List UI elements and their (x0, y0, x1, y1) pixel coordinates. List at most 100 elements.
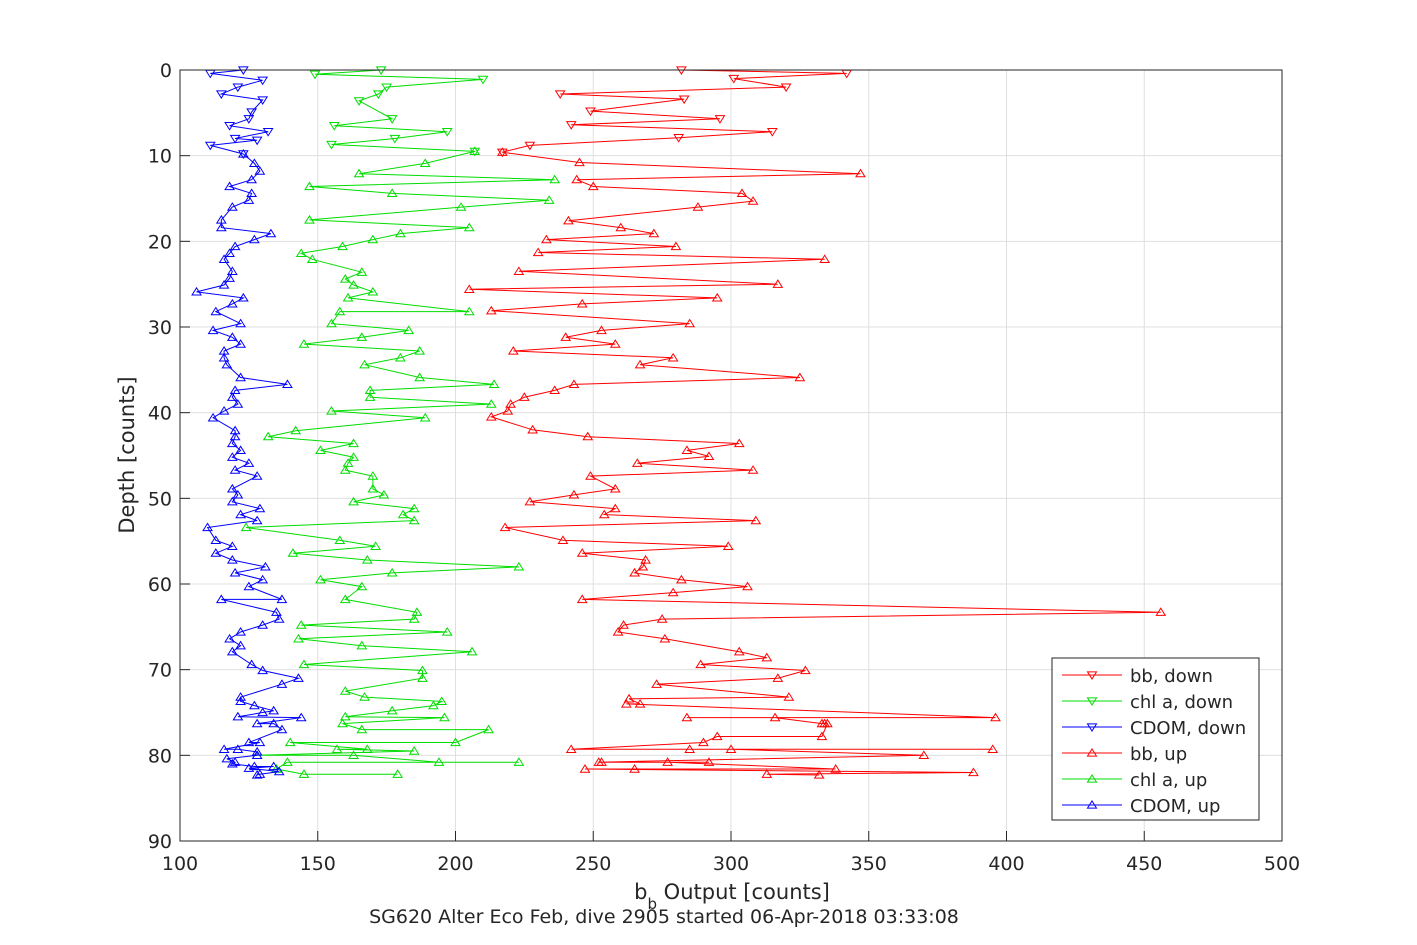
data-point-marker (411, 607, 423, 616)
data-point-marker (348, 438, 359, 448)
data-point-marker (1155, 607, 1167, 616)
data-point-marker (579, 764, 591, 773)
data-point-marker (298, 769, 310, 778)
data-point-marker (304, 214, 315, 224)
data-point-marker (215, 594, 227, 604)
data-point-marker (524, 141, 536, 151)
data-point-marker (235, 626, 247, 636)
data-point-marker (620, 698, 632, 708)
data-point-marker (772, 279, 784, 288)
data-point-marker (386, 188, 398, 198)
data-point-marker (386, 567, 398, 577)
data-point-marker (507, 345, 519, 355)
data-point-marker (703, 757, 715, 766)
data-point-marker (816, 731, 828, 741)
data-point-marker (532, 247, 544, 257)
data-point-marker (326, 140, 337, 150)
data-point-marker (670, 241, 682, 251)
data-point-marker (229, 385, 241, 395)
data-point-marker (441, 128, 453, 137)
data-point-marker (273, 614, 285, 623)
data-point-marker (711, 292, 723, 302)
data-point-marker (210, 535, 222, 544)
data-point-marker (251, 746, 263, 756)
data-point-marker (276, 724, 288, 734)
data-point-marker (339, 594, 351, 604)
data-point-marker (191, 286, 202, 296)
x-axis-label: bb Output [counts] (634, 880, 830, 913)
series-2 (204, 66, 274, 159)
data-point-marker (248, 700, 260, 710)
data-point-marker (563, 215, 574, 225)
data-point-marker (598, 509, 610, 519)
data-point-marker (232, 83, 244, 93)
data-point-marker (235, 640, 247, 650)
data-point-marker (210, 548, 222, 557)
data-point-marker (761, 769, 773, 778)
legend-marker (1086, 723, 1098, 732)
y-tick-label: 60 (148, 574, 172, 596)
data-point-marker (419, 412, 431, 422)
data-point-marker (799, 665, 811, 675)
data-point-marker (527, 424, 539, 434)
data-point-marker (681, 445, 693, 455)
data-point-marker (367, 286, 379, 296)
data-point-marker (204, 141, 216, 151)
data-point-marker (207, 325, 219, 335)
data-point-marker (226, 298, 238, 308)
data-point-marker (218, 280, 230, 289)
data-point-marker (367, 483, 379, 493)
data-point-marker (463, 284, 475, 293)
data-point-marker (855, 168, 866, 178)
data-point-marker (918, 750, 930, 759)
data-point-marker (226, 202, 238, 211)
data-point-marker (543, 195, 555, 204)
data-point-marker (326, 318, 337, 328)
data-point-marker (226, 646, 238, 656)
data-point-marker (348, 280, 359, 289)
data-point-marker (328, 122, 340, 131)
data-point-marker (226, 452, 238, 461)
data-point-marker (257, 707, 269, 717)
data-point-marker (232, 399, 244, 408)
data-point-marker (337, 241, 348, 251)
data-point-marker (226, 392, 238, 401)
data-point-marker (968, 767, 979, 777)
series-line (469, 151, 1161, 776)
data-point-marker (772, 673, 784, 682)
data-point-marker (356, 724, 368, 734)
data-point-marker (596, 757, 607, 766)
data-point-marker (681, 712, 693, 722)
x-tick-label: 350 (851, 853, 887, 875)
data-point-marker (232, 744, 244, 753)
data-point-marker (766, 128, 778, 137)
data-point-marker (251, 718, 263, 728)
data-point-marker (246, 188, 258, 198)
data-point-marker (226, 438, 238, 448)
data-point-marker (359, 692, 370, 701)
data-point-marker (257, 665, 269, 675)
data-point-marker (477, 75, 489, 85)
x-tick-label: 450 (1126, 853, 1162, 875)
data-point-marker (243, 115, 255, 124)
data-point-marker (394, 352, 406, 362)
data-point-marker (243, 581, 255, 591)
data-point-marker (304, 181, 315, 191)
data-point-marker (262, 431, 274, 441)
data-point-marker (273, 766, 285, 776)
data-point-marker (485, 411, 497, 421)
data-point-marker (714, 115, 726, 124)
data-point-marker (428, 700, 439, 710)
data-point-marker (463, 306, 475, 316)
data-point-marker (463, 222, 475, 232)
data-point-marker (392, 769, 404, 778)
data-point-marker (215, 222, 227, 232)
data-point-marker (295, 248, 307, 257)
data-point-marker (218, 744, 230, 753)
legend-label: chl a, up (1130, 770, 1207, 791)
x-tick-label: 500 (1264, 853, 1300, 875)
legend-label: CDOM, up (1130, 796, 1220, 817)
data-point-marker (747, 196, 759, 205)
data-point-marker (254, 166, 266, 175)
data-point-marker (282, 757, 293, 766)
